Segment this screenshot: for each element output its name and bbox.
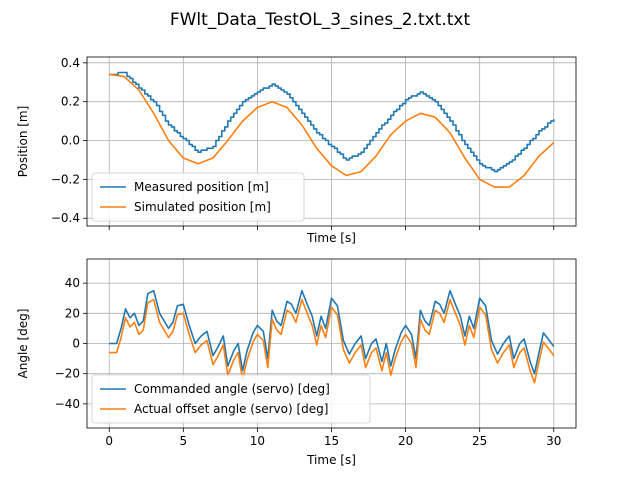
y-tick-label: −40 [55, 397, 80, 411]
legend-label-2: Actual offset angle (servo) [deg] [134, 402, 328, 416]
x-tick-label: 30 [546, 434, 561, 448]
y-tick-label: −0.4 [51, 211, 80, 225]
y-tick-label: 20 [65, 306, 80, 320]
legend: Measured position [m] Simulated position … [91, 172, 305, 222]
angle-chart: 0 5 10 15 20 25 30 −40 −20 0 20 40 Time [s] Angle [de… [16, 258, 577, 467]
series-line-1 [109, 289, 555, 375]
figure-title: FWlt_Data_TestOL_3_sines_2.txt.txt [170, 10, 471, 30]
legend-label-1: Measured position [m] [134, 180, 269, 194]
legend: Commanded angle (servo) [deg] Actual offs… [91, 374, 371, 424]
x-tick-label: 10 [250, 434, 265, 448]
x-tick-label: 0 [105, 434, 113, 448]
series-line-1 [109, 71, 555, 173]
series-line-2 [109, 73, 555, 188]
y-tick-label: 0.2 [61, 95, 80, 109]
y-tick-label: 0.4 [61, 56, 80, 70]
legend-box [91, 374, 371, 424]
x-axis-label: Time [s] [306, 231, 356, 245]
y-tick-label: 0.0 [61, 134, 80, 148]
x-tick-label: 25 [472, 434, 487, 448]
y-tick-label: −20 [55, 367, 80, 381]
x-axis-label: Time [s] [306, 453, 356, 467]
series-line-2 [109, 298, 555, 384]
position-chart: −0.4 −0.2 0.0 0.2 0.4 Time [s] Position [m] Mea… [16, 56, 577, 245]
y-tick-label: 0 [72, 337, 80, 351]
x-tick-label: 5 [179, 434, 187, 448]
y-tick-label: −0.2 [51, 172, 80, 186]
x-tick-label: 15 [324, 434, 339, 448]
y-tick-label: 40 [65, 276, 80, 290]
legend-label-1: Commanded angle (servo) [deg] [134, 382, 330, 396]
y-axis-label: Position [m] [16, 106, 30, 178]
legend-box [91, 172, 305, 222]
legend-label-2: Simulated position [m] [134, 200, 271, 214]
y-axis-label: Angle [deg] [16, 309, 30, 379]
x-tick-label: 20 [398, 434, 413, 448]
